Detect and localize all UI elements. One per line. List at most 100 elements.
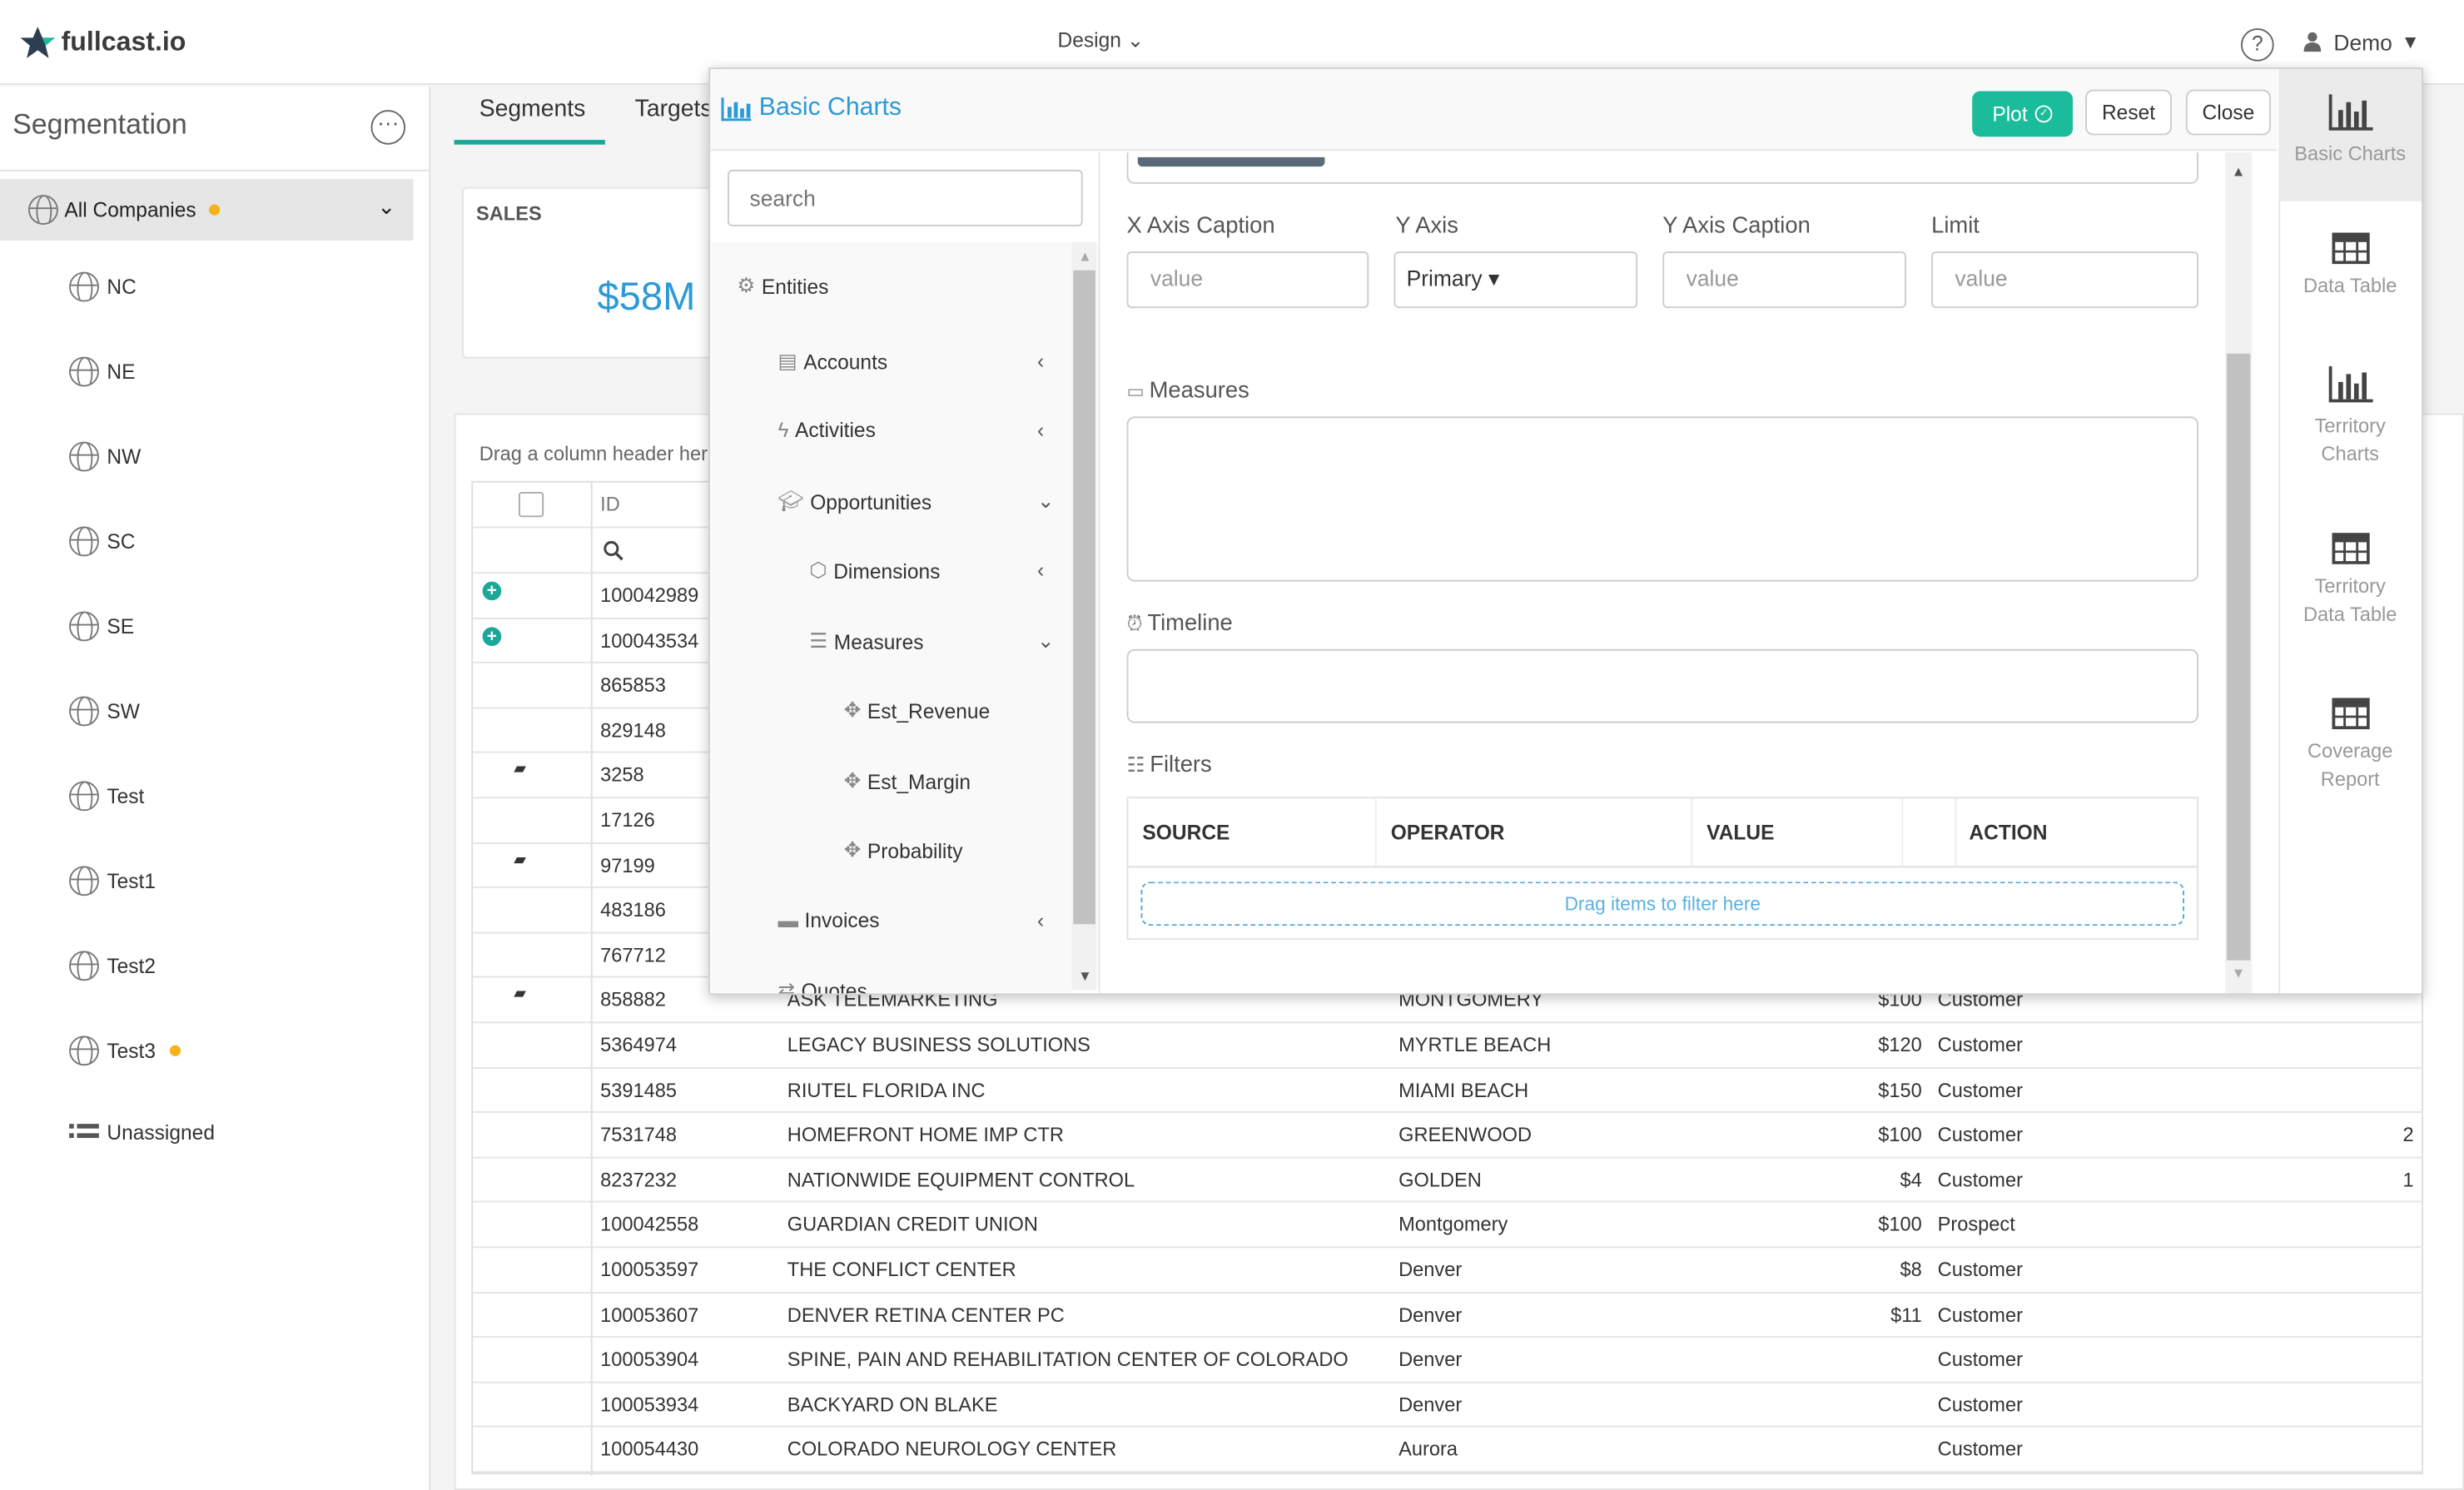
tree-item-entities[interactable]: ⚙ Entities xyxy=(737,274,828,299)
table-row[interactable]: 7531748 HOMEFRONT HOME IMP CTR GREENWOOD Cu… xyxy=(473,1113,2423,1159)
table-row[interactable]: 100054430 COLORADO NEUROLOGY CENTER Aurora… xyxy=(473,1428,2423,1473)
fullcast-logo[interactable]: fullcast.io xyxy=(19,25,186,60)
chevron-left-icon[interactable]: ‹ xyxy=(1036,418,1045,442)
sidebar-item-test[interactable]: Test xyxy=(69,778,144,813)
sidebar-item-test3[interactable]: Test3 xyxy=(69,1033,181,1068)
chevron-down-icon[interactable]: ⌄ xyxy=(377,193,396,219)
x-axis-caption-input[interactable]: value xyxy=(1126,251,1369,309)
filter-drop-zone[interactable]: Drag items to filter here xyxy=(1140,882,2185,926)
close-button[interactable]: Close xyxy=(2185,89,2271,136)
table-row[interactable]: 100042558 GUARDIAN CREDIT UNION Montgomery… xyxy=(473,1203,2423,1249)
table-row[interactable]: 100053904 SPINE, PAIN AND REHABILITATION … xyxy=(473,1338,2423,1383)
chevron-down-icon[interactable]: ⌄ xyxy=(1036,628,1055,653)
search-input[interactable] xyxy=(728,169,1083,226)
tree-label: Opportunities xyxy=(810,489,932,514)
group-by-hint: Drag a column header her xyxy=(479,443,708,465)
cell-id: 767712 xyxy=(600,944,666,966)
chevron-down-icon[interactable]: ⌄ xyxy=(1036,489,1055,513)
plot-button[interactable]: Plot ✓ xyxy=(1972,91,2074,137)
reset-button[interactable]: Reset xyxy=(2085,89,2172,136)
form-scrollbar-thumb[interactable] xyxy=(2227,353,2251,961)
tab-targets[interactable]: Targets xyxy=(634,96,713,123)
table-row[interactable]: 100053607 DENVER RETINA CENTER PC Denver Cu… xyxy=(473,1293,2423,1339)
tree-item-measures[interactable]: ☰ Measures xyxy=(809,628,923,653)
rail-item-territory-data-table[interactable]: Territory Data Table xyxy=(2278,533,2422,628)
rail-item-coverage-report[interactable]: Coverage Report xyxy=(2278,698,2422,793)
tree-item-probability[interactable]: ✥ Probability xyxy=(844,837,963,862)
cell-amount: $120 xyxy=(1878,1034,1922,1056)
rail-item-label: Basic Charts xyxy=(2294,142,2407,166)
chevron-left-icon[interactable]: ‹ xyxy=(1036,349,1045,373)
cell-name: COLORADO NEUROLOGY CENTER xyxy=(787,1438,1117,1461)
bar-chart-icon xyxy=(2327,94,2372,131)
add-circle-icon[interactable]: + xyxy=(482,626,502,646)
chevron-left-icon[interactable]: ‹ xyxy=(1036,908,1045,932)
add-circle-icon[interactable]: + xyxy=(482,581,502,601)
sidebar-item-ne[interactable]: NE xyxy=(69,354,135,389)
tree-item-accounts[interactable]: ▤ Accounts xyxy=(777,349,887,374)
tree-label: Dimensions xyxy=(833,559,941,583)
tree-item-opportunities[interactable]: 🎓︎ Opportunities xyxy=(777,489,931,514)
user-menu[interactable]: Demo ▾ xyxy=(2303,28,2416,55)
cell-id: 8237232 xyxy=(600,1169,678,1191)
id-column-header[interactable]: ID xyxy=(600,493,620,516)
tree-item-activities[interactable]: ϟ Activities xyxy=(777,418,875,441)
sidebar-item-sc[interactable]: SC xyxy=(69,524,135,559)
rail-item-data-table[interactable]: Data Table xyxy=(2278,232,2422,300)
y-axis-select[interactable]: Primary ▾ xyxy=(1393,251,1638,309)
sidebar-item-se[interactable]: SE xyxy=(69,608,134,643)
cell-city: Aurora xyxy=(1398,1438,1458,1461)
rail-item-territory-charts[interactable]: Territory Charts xyxy=(2278,365,2422,469)
tree-scrollbar-thumb[interactable] xyxy=(1073,270,1095,925)
measures-drop-box[interactable] xyxy=(1126,416,2199,582)
sidebar-item-test1[interactable]: Test1 xyxy=(69,863,156,898)
design-menu[interactable]: Design ⌄ xyxy=(1057,28,1144,53)
sidebar-item-nw[interactable]: NW xyxy=(69,439,141,474)
scroll-down-arrow-icon[interactable]: ▼ xyxy=(1078,968,1092,985)
y-axis-caption-input[interactable]: value xyxy=(1662,251,1906,309)
tree-item-dimensions[interactable]: ⬡ Dimensions xyxy=(809,558,940,583)
tab-segments[interactable]: Segments xyxy=(479,96,586,123)
comments-icon[interactable]: ▰ xyxy=(514,986,526,1004)
rail-active-highlight xyxy=(2278,69,2422,201)
timeline-drop-box[interactable] xyxy=(1126,648,2199,723)
user-name: Demo xyxy=(2333,28,2392,55)
search-icon[interactable] xyxy=(604,540,624,562)
comments-icon[interactable]: ▰ xyxy=(514,851,526,869)
tree-item-invoices[interactable]: ▬ Invoices xyxy=(777,908,879,931)
scroll-up-arrow-icon[interactable]: ▲ xyxy=(1078,248,1092,265)
chevron-left-icon[interactable]: ‹ xyxy=(1036,558,1045,582)
cell-amount: $8 xyxy=(1900,1259,1922,1281)
table-row[interactable]: 8237232 NATIONWIDE EQUIPMENT CONTROL GOLDE… xyxy=(473,1158,2423,1204)
cell-id: 100042558 xyxy=(600,1214,699,1236)
user-icon xyxy=(2303,32,2322,52)
check-circle-icon: ✓ xyxy=(2035,105,2053,123)
table-row[interactable]: 100053597 THE CONFLICT CENTER Denver Custom… xyxy=(473,1248,2423,1294)
sidebar-item-nc[interactable]: NC xyxy=(69,269,137,304)
column-separator xyxy=(590,482,593,1477)
table-row[interactable]: 100053934 BACKYARD ON BLAKE Denver Customer xyxy=(473,1383,2423,1428)
tree-item-est-revenue[interactable]: ✥ Est_Revenue xyxy=(844,698,991,723)
cell-id: 17126 xyxy=(600,809,655,832)
scroll-down-arrow-icon[interactable]: ▼ xyxy=(2231,965,2246,981)
cell-amount: $100 xyxy=(1878,1124,1922,1146)
cell-count: 2 xyxy=(2402,1124,2414,1146)
more-options-icon[interactable]: ··· xyxy=(370,110,406,145)
sidebar-item-all-companies[interactable]: All Companies ⌄ xyxy=(0,179,414,241)
gears-icon: ⚙ xyxy=(737,273,756,297)
divider xyxy=(1128,866,2198,868)
rail-item-basic-charts[interactable]: Basic Charts xyxy=(2278,94,2422,168)
select-all-checkbox[interactable] xyxy=(518,492,544,518)
tree-item-est-margin[interactable]: ✥ Est_Margin xyxy=(844,768,971,793)
scroll-up-arrow-icon[interactable]: ▲ xyxy=(2231,163,2246,180)
sidebar-item-sw[interactable]: SW xyxy=(69,693,140,728)
sidebar-item-test2[interactable]: Test2 xyxy=(69,948,156,983)
table-row[interactable]: 5391485 RIUTEL FLORIDA INC MIAMI BEACH Cust… xyxy=(473,1068,2423,1114)
help-icon[interactable]: ? xyxy=(2241,27,2274,62)
table-row[interactable]: 5364974 LEGACY BUSINESS SOLUTIONS MYRTLE B… xyxy=(473,1023,2423,1069)
comments-icon[interactable]: ▰ xyxy=(514,761,526,779)
sidebar-item-unassigned[interactable]: Unassigned xyxy=(69,1115,215,1150)
limit-input[interactable]: value xyxy=(1931,251,2199,309)
tree-label: Activities xyxy=(795,418,876,442)
tree-item-quotes[interactable]: ⇄ Quotes xyxy=(777,977,867,993)
